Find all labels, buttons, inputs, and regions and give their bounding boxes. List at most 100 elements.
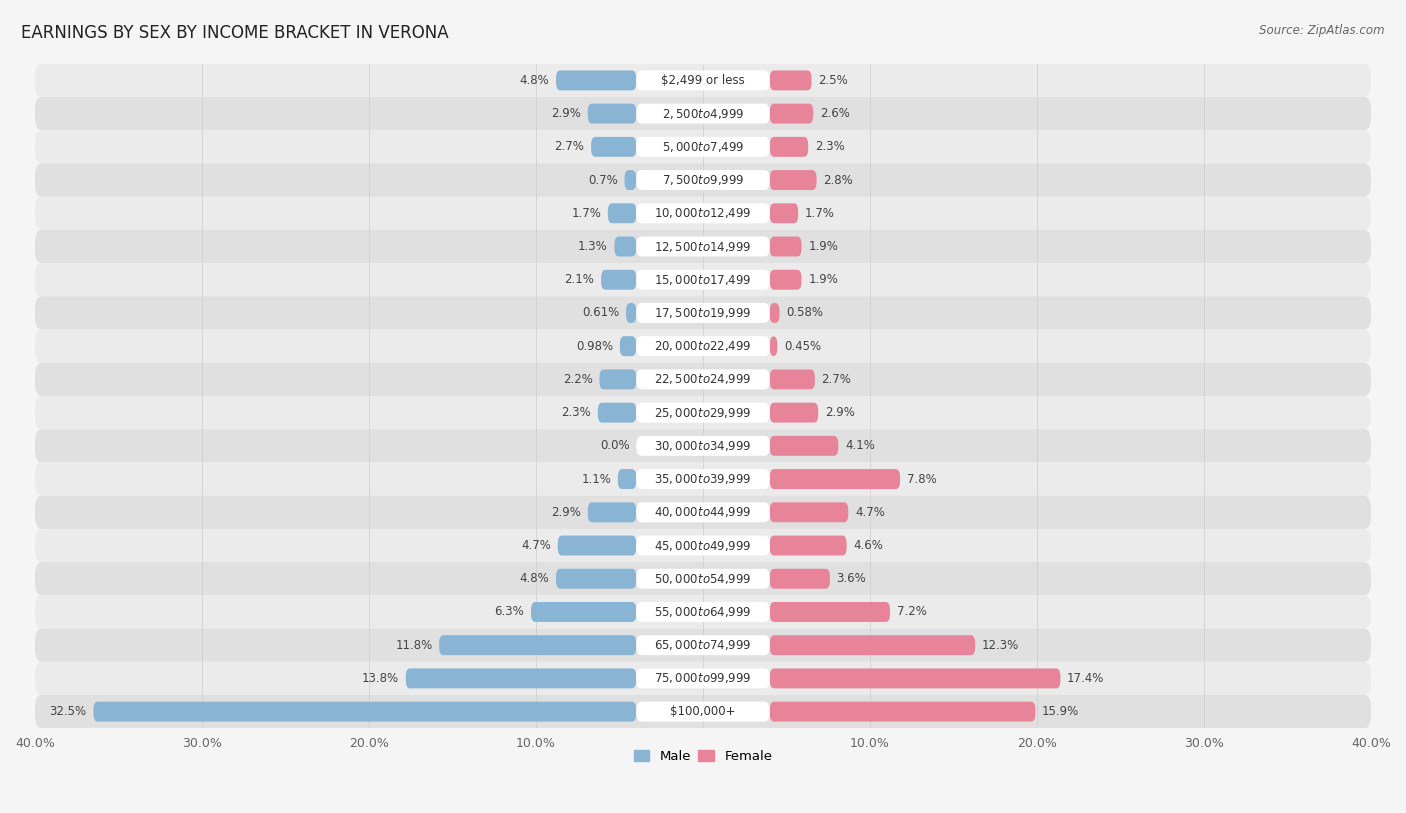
Text: 2.8%: 2.8% (824, 173, 853, 186)
Text: 2.5%: 2.5% (818, 74, 848, 87)
Text: $25,000 to $29,999: $25,000 to $29,999 (654, 406, 752, 420)
Text: 3.6%: 3.6% (837, 572, 866, 585)
Text: 12.3%: 12.3% (981, 639, 1019, 652)
FancyBboxPatch shape (770, 469, 900, 489)
FancyBboxPatch shape (636, 337, 770, 356)
FancyBboxPatch shape (636, 569, 770, 589)
Text: $10,000 to $12,499: $10,000 to $12,499 (654, 207, 752, 220)
FancyBboxPatch shape (770, 602, 890, 622)
Text: 4.7%: 4.7% (522, 539, 551, 552)
FancyBboxPatch shape (770, 137, 808, 157)
FancyBboxPatch shape (636, 402, 770, 423)
Text: 1.9%: 1.9% (808, 273, 838, 286)
FancyBboxPatch shape (614, 237, 636, 256)
Text: 13.8%: 13.8% (361, 672, 399, 685)
FancyBboxPatch shape (636, 536, 770, 555)
FancyBboxPatch shape (35, 595, 1371, 628)
Text: 4.6%: 4.6% (853, 539, 883, 552)
Text: 2.3%: 2.3% (815, 141, 845, 154)
FancyBboxPatch shape (602, 270, 636, 289)
Text: 1.3%: 1.3% (578, 240, 607, 253)
FancyBboxPatch shape (770, 369, 815, 389)
FancyBboxPatch shape (35, 230, 1371, 263)
FancyBboxPatch shape (636, 369, 770, 389)
FancyBboxPatch shape (636, 635, 770, 655)
Text: $7,500 to $9,999: $7,500 to $9,999 (662, 173, 744, 187)
Text: $22,500 to $24,999: $22,500 to $24,999 (654, 372, 752, 386)
Text: 1.9%: 1.9% (808, 240, 838, 253)
Text: 2.9%: 2.9% (551, 506, 581, 519)
FancyBboxPatch shape (770, 402, 818, 423)
Text: $20,000 to $22,499: $20,000 to $22,499 (654, 339, 752, 353)
FancyBboxPatch shape (636, 137, 770, 157)
FancyBboxPatch shape (558, 536, 636, 555)
FancyBboxPatch shape (35, 529, 1371, 562)
Text: $17,500 to $19,999: $17,500 to $19,999 (654, 306, 752, 320)
Text: $65,000 to $74,999: $65,000 to $74,999 (654, 638, 752, 652)
Text: $12,500 to $14,999: $12,500 to $14,999 (654, 240, 752, 254)
Text: $5,000 to $7,499: $5,000 to $7,499 (662, 140, 744, 154)
Text: 1.7%: 1.7% (571, 207, 602, 220)
Text: 2.9%: 2.9% (551, 107, 581, 120)
FancyBboxPatch shape (35, 130, 1371, 163)
Text: 0.98%: 0.98% (576, 340, 613, 353)
FancyBboxPatch shape (35, 396, 1371, 429)
Text: $30,000 to $34,999: $30,000 to $34,999 (654, 439, 752, 453)
Text: 15.9%: 15.9% (1042, 705, 1080, 718)
FancyBboxPatch shape (636, 436, 770, 456)
FancyBboxPatch shape (770, 569, 830, 589)
Text: 0.58%: 0.58% (786, 307, 823, 320)
FancyBboxPatch shape (636, 103, 770, 124)
FancyBboxPatch shape (439, 635, 636, 655)
FancyBboxPatch shape (626, 303, 636, 323)
Text: $35,000 to $39,999: $35,000 to $39,999 (654, 472, 752, 486)
Text: 7.8%: 7.8% (907, 472, 936, 485)
FancyBboxPatch shape (588, 502, 636, 522)
Text: 1.7%: 1.7% (804, 207, 835, 220)
Text: $2,499 or less: $2,499 or less (661, 74, 745, 87)
Text: 17.4%: 17.4% (1067, 672, 1105, 685)
FancyBboxPatch shape (624, 170, 636, 190)
Text: 2.6%: 2.6% (820, 107, 849, 120)
FancyBboxPatch shape (35, 429, 1371, 463)
FancyBboxPatch shape (770, 103, 813, 124)
FancyBboxPatch shape (770, 668, 1060, 689)
FancyBboxPatch shape (636, 170, 770, 190)
Text: $100,000+: $100,000+ (671, 705, 735, 718)
Text: 0.61%: 0.61% (582, 307, 619, 320)
FancyBboxPatch shape (636, 237, 770, 256)
FancyBboxPatch shape (636, 702, 770, 722)
Text: $45,000 to $49,999: $45,000 to $49,999 (654, 538, 752, 553)
Text: 4.7%: 4.7% (855, 506, 884, 519)
FancyBboxPatch shape (770, 337, 778, 356)
Text: 4.8%: 4.8% (520, 74, 550, 87)
FancyBboxPatch shape (770, 303, 779, 323)
FancyBboxPatch shape (531, 602, 636, 622)
FancyBboxPatch shape (607, 203, 636, 224)
Text: 0.0%: 0.0% (600, 439, 630, 452)
FancyBboxPatch shape (35, 662, 1371, 695)
FancyBboxPatch shape (555, 71, 636, 90)
Text: 32.5%: 32.5% (49, 705, 87, 718)
Text: 2.9%: 2.9% (825, 406, 855, 420)
FancyBboxPatch shape (770, 71, 811, 90)
FancyBboxPatch shape (770, 635, 976, 655)
Text: 0.7%: 0.7% (588, 173, 617, 186)
FancyBboxPatch shape (636, 203, 770, 224)
Text: 6.3%: 6.3% (495, 606, 524, 619)
FancyBboxPatch shape (406, 668, 636, 689)
Text: 0.45%: 0.45% (785, 340, 821, 353)
Text: $40,000 to $44,999: $40,000 to $44,999 (654, 506, 752, 520)
Text: EARNINGS BY SEX BY INCOME BRACKET IN VERONA: EARNINGS BY SEX BY INCOME BRACKET IN VER… (21, 24, 449, 42)
FancyBboxPatch shape (636, 71, 770, 90)
FancyBboxPatch shape (636, 469, 770, 489)
FancyBboxPatch shape (35, 163, 1371, 197)
FancyBboxPatch shape (636, 668, 770, 689)
FancyBboxPatch shape (636, 270, 770, 289)
Text: 1.1%: 1.1% (581, 472, 612, 485)
FancyBboxPatch shape (598, 402, 636, 423)
FancyBboxPatch shape (35, 695, 1371, 728)
FancyBboxPatch shape (770, 270, 801, 289)
FancyBboxPatch shape (770, 170, 817, 190)
FancyBboxPatch shape (770, 536, 846, 555)
